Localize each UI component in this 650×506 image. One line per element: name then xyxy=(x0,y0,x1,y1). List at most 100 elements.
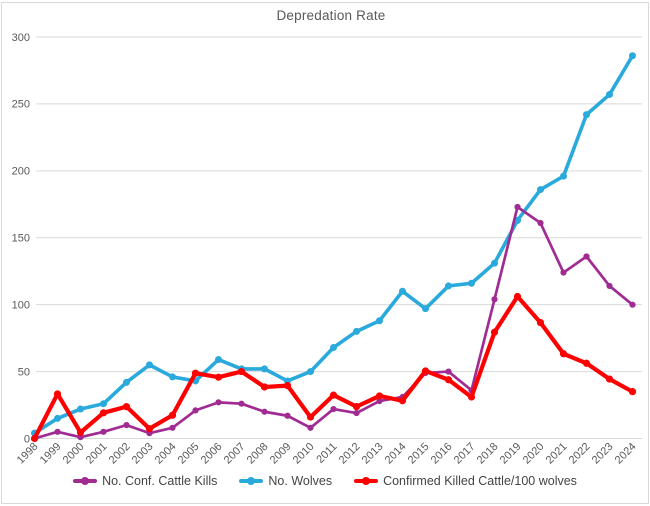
data-point-no-conf-cattle-kills xyxy=(514,203,521,211)
line-marker-icon xyxy=(73,477,98,485)
data-point-no-wolves xyxy=(146,361,153,369)
x-axis-label: 1998 xyxy=(15,441,41,467)
data-point-no-conf-cattle-kills xyxy=(491,296,498,303)
legend-item-cattle-kills: No. Conf. Cattle Kills xyxy=(73,474,217,488)
x-axis-label: 2007 xyxy=(222,441,248,467)
data-point-no-wolves xyxy=(422,305,429,313)
x-axis-label: 2022 xyxy=(567,441,593,467)
x-axis-label: 2003 xyxy=(130,441,156,467)
legend-label: No. Conf. Cattle Kills xyxy=(102,474,218,488)
data-point-no-wolves xyxy=(399,287,406,295)
y-axis-label: 250 xyxy=(12,99,30,111)
data-point-no-conf-cattle-kills xyxy=(215,399,222,406)
data-point-no-conf-cattle-kills xyxy=(192,407,199,414)
legend-item-wolves: No. Wolves xyxy=(239,474,332,488)
data-point-confirmed-killed-cattle-100-wolves xyxy=(53,390,62,398)
data-point-confirmed-killed-cattle-100-wolves xyxy=(490,328,499,336)
chart-title: Depredation Rate xyxy=(276,8,386,23)
chart-legend: No. Conf. Cattle Kills No. Wolves Confir… xyxy=(0,474,650,488)
data-point-confirmed-killed-cattle-100-wolves xyxy=(467,393,476,401)
data-point-confirmed-killed-cattle-100-wolves xyxy=(283,382,292,390)
y-axis-label: 200 xyxy=(12,166,30,178)
data-point-no-conf-cattle-kills xyxy=(307,424,314,431)
x-axis-label: 1999 xyxy=(38,441,64,467)
data-point-no-wolves xyxy=(445,282,452,290)
data-point-confirmed-killed-cattle-100-wolves xyxy=(421,367,430,375)
data-point-no-conf-cattle-kills xyxy=(629,301,636,308)
data-point-no-wolves xyxy=(560,172,567,180)
x-axis-label: 2018 xyxy=(475,441,501,467)
series-line-confirmed-killed-cattle-100-wolves xyxy=(32,294,635,441)
data-point-no-wolves xyxy=(629,52,636,60)
y-axis-label: 50 xyxy=(18,366,30,378)
data-point-no-conf-cattle-kills xyxy=(238,400,245,407)
x-axis-label: 2009 xyxy=(268,441,294,467)
data-point-confirmed-killed-cattle-100-wolves xyxy=(237,367,246,376)
data-point-confirmed-killed-cattle-100-wolves xyxy=(398,397,407,405)
data-point-no-wolves xyxy=(77,405,84,413)
data-point-no-wolves xyxy=(606,91,613,99)
data-point-confirmed-killed-cattle-100-wolves xyxy=(444,376,453,384)
data-point-no-conf-cattle-kills xyxy=(560,269,567,276)
data-point-no-wolves xyxy=(468,279,475,287)
data-point-confirmed-killed-cattle-100-wolves xyxy=(191,369,200,377)
x-axis-label: 2016 xyxy=(429,441,455,467)
data-point-no-conf-cattle-kills xyxy=(261,408,268,415)
data-point-no-conf-cattle-kills xyxy=(284,412,291,419)
x-axis-label: 2019 xyxy=(498,441,524,467)
y-axis-label: 300 xyxy=(12,32,30,44)
line-marker-icon xyxy=(239,477,264,485)
data-point-no-conf-cattle-kills xyxy=(330,405,337,413)
data-point-no-conf-cattle-kills xyxy=(376,397,383,405)
x-axis-label: 2004 xyxy=(153,441,179,467)
x-axis-label: 2002 xyxy=(107,441,133,467)
data-point-no-conf-cattle-kills xyxy=(123,422,130,429)
line-marker-icon xyxy=(354,477,379,485)
data-point-no-conf-cattle-kills xyxy=(537,219,544,227)
data-point-confirmed-killed-cattle-100-wolves xyxy=(145,425,154,433)
data-point-no-wolves xyxy=(215,356,222,364)
data-point-confirmed-killed-cattle-100-wolves xyxy=(513,292,522,301)
y-axis-label: 100 xyxy=(12,299,30,311)
x-axis-label: 2001 xyxy=(84,441,110,467)
y-axis-label: 0 xyxy=(24,433,30,445)
x-axis-label: 2000 xyxy=(61,441,87,467)
data-point-confirmed-killed-cattle-100-wolves xyxy=(536,319,545,327)
legend-label: Confirmed Killed Cattle/100 wolves xyxy=(383,474,577,488)
data-point-no-wolves xyxy=(491,259,498,267)
legend-item-kills-per-100-wolves: Confirmed Killed Cattle/100 wolves xyxy=(354,474,577,488)
x-axis-label: 2005 xyxy=(176,441,202,467)
x-axis-label: 2017 xyxy=(452,441,478,467)
x-axis-label: 2008 xyxy=(245,441,271,467)
x-axis-label: 2006 xyxy=(199,441,225,467)
x-axis-label: 2023 xyxy=(590,441,616,467)
data-point-confirmed-killed-cattle-100-wolves xyxy=(605,375,614,383)
data-point-confirmed-killed-cattle-100-wolves xyxy=(99,409,108,417)
y-axis-label: 150 xyxy=(12,233,30,245)
data-point-no-wolves xyxy=(100,400,107,408)
data-point-no-conf-cattle-kills xyxy=(606,282,613,290)
data-point-no-conf-cattle-kills xyxy=(353,409,360,417)
data-point-no-wolves xyxy=(307,368,314,376)
data-point-confirmed-killed-cattle-100-wolves xyxy=(30,434,39,443)
data-point-confirmed-killed-cattle-100-wolves xyxy=(122,403,131,411)
x-axis-label: 2012 xyxy=(337,441,363,467)
data-point-no-wolves xyxy=(537,186,544,194)
data-point-confirmed-killed-cattle-100-wolves xyxy=(214,373,223,381)
data-point-no-wolves xyxy=(54,414,61,422)
x-axis-label: 2010 xyxy=(291,441,317,467)
data-point-confirmed-killed-cattle-100-wolves xyxy=(582,359,591,367)
data-point-confirmed-killed-cattle-100-wolves xyxy=(375,392,384,400)
data-point-confirmed-killed-cattle-100-wolves xyxy=(628,388,637,396)
data-point-confirmed-killed-cattle-100-wolves xyxy=(260,383,269,391)
x-axis-label: 2014 xyxy=(383,441,409,467)
x-axis-label: 2013 xyxy=(360,441,386,467)
data-point-no-conf-cattle-kills xyxy=(583,253,590,260)
x-axis-label: 2024 xyxy=(613,441,639,467)
data-point-confirmed-killed-cattle-100-wolves xyxy=(329,391,338,399)
data-point-confirmed-killed-cattle-100-wolves xyxy=(168,411,177,419)
x-axis-label: 2020 xyxy=(521,441,547,467)
data-point-no-wolves xyxy=(330,343,337,351)
